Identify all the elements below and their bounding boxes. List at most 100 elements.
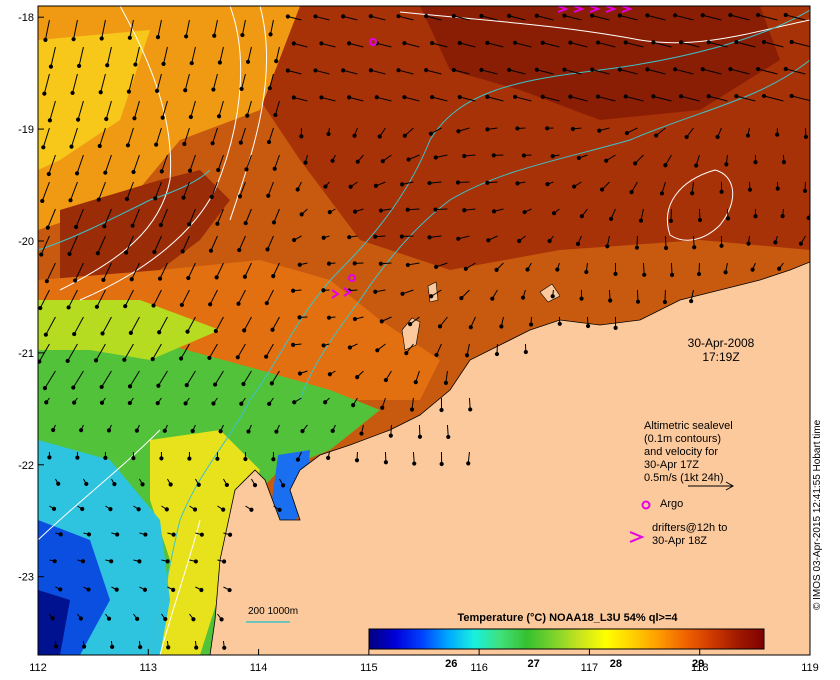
velocity-vector-head — [266, 139, 272, 145]
velocity-vector-head — [217, 60, 222, 65]
velocity-vector-head — [468, 325, 473, 330]
velocity-vector — [237, 343, 246, 358]
velocity-vector-head — [455, 180, 461, 185]
velocity-vector-head — [507, 13, 512, 18]
velocity-vector-head — [696, 271, 702, 277]
velocity-vector — [216, 208, 224, 224]
velocity-vector — [273, 208, 280, 223]
velocity-vector-head — [347, 235, 352, 240]
velocity-vector-head — [74, 171, 80, 176]
colorbar-tick-label: 28 — [610, 658, 622, 670]
velocity-vector-head — [507, 67, 512, 72]
velocity-vector — [160, 208, 168, 226]
velocity-vector — [487, 96, 504, 102]
velocity-vector-head — [183, 401, 188, 406]
velocity-vector-head — [545, 126, 550, 131]
argo-markers — [348, 38, 377, 282]
velocity-vector-head — [191, 617, 196, 622]
velocity-vector-head — [227, 532, 233, 537]
velocity-vector-head — [405, 262, 410, 268]
velocity-vector — [106, 46, 112, 66]
velocity-vector — [481, 69, 498, 75]
velocity-vector-head — [138, 645, 143, 650]
velocity-vector-head — [102, 224, 107, 229]
velocity-vector — [536, 69, 554, 75]
velocity-vector — [453, 69, 470, 75]
legend-line-5: 0.5m/s (1kt 24h) — [644, 472, 724, 484]
velocity-vector — [293, 97, 308, 102]
velocity-vector-head — [725, 216, 731, 221]
velocity-vector-head — [66, 305, 71, 310]
velocity-vector-head — [572, 184, 577, 189]
velocity-vector-head — [71, 37, 76, 42]
velocity-vector-head — [42, 91, 47, 96]
velocity-vector-head — [215, 456, 220, 461]
velocity-vector — [43, 73, 50, 94]
velocity-vector-head — [236, 301, 241, 306]
lat-tick-label: -21 — [18, 348, 34, 360]
velocity-vector — [272, 316, 280, 331]
sst-region-yellow-south — [150, 430, 260, 655]
velocity-vector-head — [341, 14, 346, 19]
drifter-line-2: 30-Apr 18Z — [652, 535, 708, 547]
velocity-vector-head — [313, 68, 318, 73]
velocity-vector-head — [579, 296, 584, 301]
velocity-vector-head — [184, 34, 189, 39]
velocity-vector-head — [634, 245, 640, 250]
velocity-vector-head — [103, 170, 108, 175]
velocity-vector-head — [584, 269, 589, 275]
velocity-vector-head — [728, 13, 733, 18]
velocity-vector-head — [383, 460, 389, 465]
velocity-vector-head — [755, 66, 761, 72]
velocity-vector — [426, 69, 442, 75]
velocity-vector-head — [428, 131, 433, 136]
velocity-vector-head — [199, 532, 204, 537]
velocity-vector-head — [523, 349, 528, 355]
velocity-vector-head — [327, 210, 332, 215]
velocity-vector — [245, 154, 252, 170]
velocity-vector-head — [406, 157, 411, 162]
velocity-vector-head — [125, 143, 131, 148]
velocity-vector — [348, 42, 364, 48]
velocity-vector-head — [321, 288, 326, 293]
velocity-vector-head — [67, 251, 72, 257]
velocity-vector-head — [211, 87, 216, 92]
velocity-vector-head — [806, 215, 810, 221]
velocity-vector — [102, 262, 112, 281]
velocity-vector-head — [697, 217, 703, 223]
velocity-vector-head — [466, 461, 471, 466]
velocity-vector-head — [171, 532, 176, 537]
velocity-vector-head — [295, 187, 300, 192]
colorbar-tick-label: 27 — [527, 658, 539, 670]
velocity-vector-head — [291, 41, 296, 46]
island-dampier — [539, 283, 561, 303]
velocity-vector — [647, 68, 666, 75]
velocity-vector — [459, 96, 476, 102]
map-frame — [37, 5, 811, 656]
longitude-axis: 112 113 114 115 116 117 118 119 — [29, 649, 819, 674]
velocity-vector-head — [462, 153, 467, 159]
credit-text: © IMOS 03-Apr-2015 12:41:55 Hobart time — [812, 419, 823, 610]
velocity-vector — [619, 15, 638, 21]
velocity-vector — [126, 181, 134, 200]
velocity-vector-head — [45, 225, 50, 230]
legend-line-4: 30-Apr 17Z — [644, 459, 700, 471]
velocity-vector-head — [783, 66, 788, 72]
velocity-vector-head — [154, 142, 159, 147]
velocity-vector-head — [374, 95, 379, 100]
velocity-vector — [268, 127, 274, 143]
velocity-vector — [570, 96, 588, 102]
velocity-vector-head — [56, 481, 61, 486]
velocity-vector-head — [545, 182, 550, 187]
velocity-vector-head — [351, 403, 356, 408]
velocity-vector — [239, 181, 246, 197]
velocity-vector-head — [638, 218, 644, 223]
velocity-vector-head — [267, 401, 272, 407]
velocity-vector — [321, 42, 336, 48]
velocity-vector-head — [355, 159, 360, 164]
velocity-vector-head — [235, 355, 240, 360]
velocity-vector-head — [242, 274, 248, 279]
velocity-vector-head — [84, 481, 89, 487]
lat-tick-label: -20 — [18, 236, 34, 248]
velocity-vector-head — [297, 262, 302, 267]
